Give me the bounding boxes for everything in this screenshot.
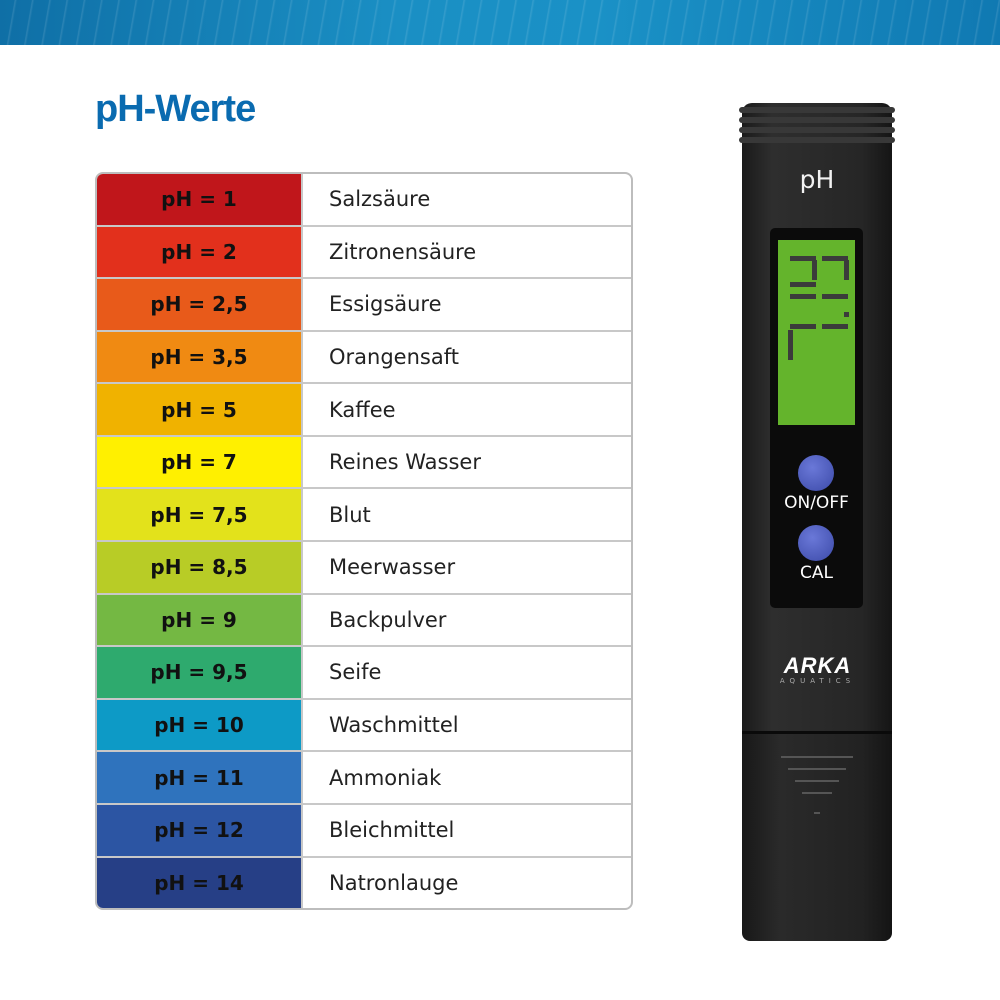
substance-cell: Kaffee xyxy=(329,397,396,422)
substance-cell: Reines Wasser xyxy=(329,450,481,475)
substance-cell: Ammoniak xyxy=(329,765,442,790)
substance-cell: Waschmittel xyxy=(329,713,459,738)
ph-value-cell: pH = 14 xyxy=(97,857,303,908)
table-row: pH = 14 Natronlauge xyxy=(97,855,631,908)
on-off-button xyxy=(798,455,834,491)
table-row: pH = 8,5 Meerwasser xyxy=(97,540,631,593)
table-row: pH = 5 Kaffee xyxy=(97,382,631,435)
ph-value-cell: pH = 1 xyxy=(97,174,303,225)
ph-value-cell: pH = 7,5 xyxy=(97,489,303,541)
ph-value-cell: pH = 10 xyxy=(97,699,303,751)
brand-logo: ARKA xyxy=(783,653,852,678)
table-row: pH = 9 Backpulver xyxy=(97,592,631,646)
ph-value-cell: pH = 2 xyxy=(97,226,303,278)
substance-cell: Meerwasser xyxy=(329,555,456,580)
substance-cell: Orangensaft xyxy=(329,345,459,370)
cal-button xyxy=(798,525,834,561)
on-off-label: ON/OFF xyxy=(784,493,849,513)
table-row: pH = 2 Zitronensäure xyxy=(97,224,631,278)
meter-cap xyxy=(742,731,892,941)
substance-cell: Salzsäure xyxy=(329,187,431,212)
substance-cell: Natronlauge xyxy=(329,870,459,895)
meter-ph-label: pH xyxy=(799,165,835,194)
ph-value-cell: pH = 12 xyxy=(97,804,303,856)
substance-cell: Blut xyxy=(329,502,371,527)
table-row: pH = 9,5 Seife xyxy=(97,645,631,698)
ph-value-cell: pH = 3,5 xyxy=(97,331,303,383)
table-row: pH = 7 Reines Wasser xyxy=(97,434,631,488)
ph-value-cell: pH = 9 xyxy=(97,594,303,646)
brand-subtitle: AQUATICS xyxy=(779,677,856,685)
table-row: pH = 10 Waschmittel xyxy=(97,697,631,751)
ph-value-cell: pH = 11 xyxy=(97,752,303,803)
ph-meter-image: pH ON/OFF CAL ARKA AQUATICS xyxy=(739,103,895,941)
meter-panel: ON/OFF CAL xyxy=(770,228,863,608)
cal-label: CAL xyxy=(800,563,833,583)
substance-cell: Essigsäure xyxy=(329,292,442,317)
water-banner xyxy=(0,0,1000,45)
table-row: pH = 11 Ammoniak xyxy=(97,750,631,803)
lcd-display xyxy=(778,240,855,425)
table-row: pH = 3,5 Orangensaft xyxy=(97,329,631,383)
substance-cell: Seife xyxy=(329,660,382,685)
ph-value-cell: pH = 9,5 xyxy=(97,647,303,698)
ph-value-cell: pH = 2,5 xyxy=(97,279,303,330)
table-row: pH = 12 Bleichmittel xyxy=(97,802,631,856)
substance-cell: Backpulver xyxy=(329,607,447,632)
substance-cell: Bleichmittel xyxy=(329,818,455,843)
substance-cell: Zitronensäure xyxy=(329,239,477,264)
table-row: pH = 1 Salzsäure xyxy=(97,174,631,225)
table-row: pH = 2,5 Essigsäure xyxy=(97,277,631,330)
ph-table: pH = 1 Salzsäure pH = 2 Zitronensäure pH = 2… xyxy=(95,172,633,910)
table-row: pH = 7,5 Blut xyxy=(97,487,631,541)
page-title: pH-Werte xyxy=(95,88,256,130)
ph-value-cell: pH = 7 xyxy=(97,436,303,488)
meter-body: pH ON/OFF CAL ARKA AQUATICS xyxy=(739,103,895,733)
ph-value-cell: pH = 8,5 xyxy=(97,542,303,593)
ph-value-cell: pH = 5 xyxy=(97,384,303,435)
